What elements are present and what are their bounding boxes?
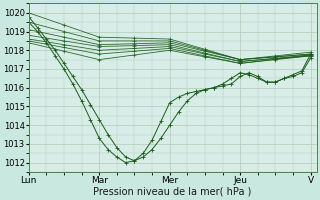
X-axis label: Pression niveau de la mer( hPa ): Pression niveau de la mer( hPa ) [93,187,252,197]
